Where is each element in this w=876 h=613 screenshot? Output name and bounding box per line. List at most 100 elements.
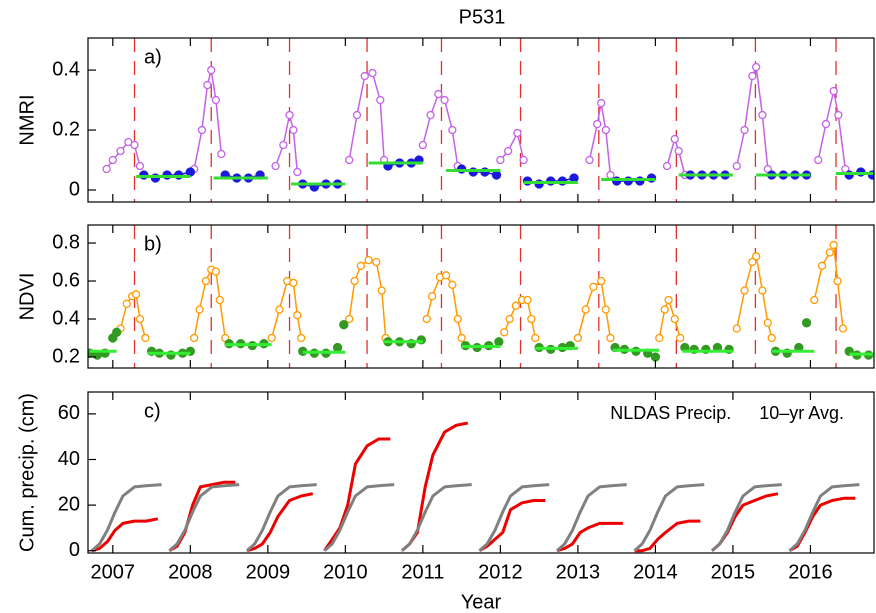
data-point <box>601 125 610 135</box>
plot-area <box>102 38 874 202</box>
data-point <box>350 276 359 286</box>
data-point <box>130 140 139 150</box>
data-point <box>581 305 590 314</box>
data-point <box>596 98 606 108</box>
legend-entry: 10–yr Avg. <box>759 403 844 423</box>
x-tick-label: 2007 <box>91 561 136 583</box>
x-tick-label: 2011 <box>401 561 444 583</box>
data-point <box>289 278 298 288</box>
data-point <box>364 255 373 265</box>
y-tick-label: 0 <box>69 178 80 200</box>
data-point <box>650 352 661 362</box>
panel-label: c) <box>144 400 161 422</box>
data-point <box>332 342 343 353</box>
data-point <box>834 110 843 120</box>
data-point <box>285 110 294 120</box>
y-tick-label: 60 <box>58 402 80 424</box>
data-point <box>185 167 195 177</box>
data-point <box>293 311 302 320</box>
data-point <box>297 333 306 343</box>
data-point <box>589 282 598 291</box>
data-point <box>131 290 141 299</box>
data-point <box>112 327 122 337</box>
data-point <box>135 161 145 171</box>
data-point <box>670 314 679 324</box>
y-axis-label: NMRI <box>16 94 38 145</box>
data-point <box>203 80 212 90</box>
y-tick-label: 40 <box>58 448 80 470</box>
x-tick-label: 2016 <box>788 561 833 583</box>
data-point <box>748 257 757 267</box>
data-point <box>732 324 741 333</box>
data-point <box>573 333 583 343</box>
data-point <box>601 305 610 314</box>
data-point <box>345 155 354 165</box>
data-point <box>293 167 302 177</box>
y-axis-label: NDVI <box>16 273 38 321</box>
data-point <box>596 276 606 286</box>
data-point <box>360 71 369 81</box>
data-point <box>135 314 145 324</box>
data-point <box>676 333 685 343</box>
data-point <box>752 252 761 261</box>
data-point <box>494 337 504 347</box>
data-point <box>448 125 457 135</box>
y-tick-label: 0.8 <box>52 231 80 253</box>
data-point <box>441 271 451 280</box>
data-point <box>758 286 767 295</box>
data-point <box>201 276 210 286</box>
data-point <box>763 318 772 327</box>
series-line <box>119 244 844 339</box>
data-point <box>457 333 466 343</box>
data-point <box>606 170 615 180</box>
data-point <box>758 110 767 120</box>
data-point <box>271 161 280 171</box>
data-point <box>211 95 221 105</box>
x-tick-label: 2008 <box>168 561 213 583</box>
data-point <box>211 267 221 276</box>
data-point <box>838 324 848 333</box>
data-point <box>519 155 528 165</box>
data-point <box>345 314 354 324</box>
data-point <box>368 68 377 78</box>
y-tick-label: 0.4 <box>52 307 80 329</box>
data-point <box>655 333 664 343</box>
data-point <box>513 128 522 138</box>
data-point <box>740 125 749 135</box>
data-point <box>660 305 669 314</box>
data-point <box>190 333 199 343</box>
data-point <box>195 305 204 314</box>
data-point <box>356 261 366 270</box>
data-point <box>821 119 831 129</box>
x-tick-label: 2010 <box>323 561 368 583</box>
data-point <box>505 314 514 324</box>
data-point <box>817 261 827 270</box>
series-line <box>89 340 874 356</box>
data-point <box>748 71 757 81</box>
data-point <box>662 161 672 171</box>
y-axis-label: Cum. precip. (cm) <box>16 393 38 552</box>
plot-frame <box>87 37 875 203</box>
series-line <box>91 421 856 553</box>
data-point <box>377 286 386 295</box>
data-point <box>372 257 381 267</box>
data-point <box>215 295 224 305</box>
data-point <box>569 173 579 183</box>
panel-label: a) <box>144 46 162 68</box>
data-point <box>767 333 776 343</box>
data-point <box>376 95 385 105</box>
y-tick-label: 0.6 <box>52 269 80 291</box>
data-point <box>289 125 298 135</box>
data-point <box>428 292 437 301</box>
data-point <box>674 146 683 156</box>
x-tick-label: 2012 <box>478 561 523 583</box>
x-tick-label: 2015 <box>711 561 756 583</box>
plot-frame <box>87 391 875 554</box>
data-point <box>829 86 838 96</box>
data-point <box>752 62 761 72</box>
data-point <box>352 110 362 120</box>
plot-area <box>88 225 874 368</box>
y-tick-label: 0 <box>69 539 80 561</box>
data-point <box>670 134 679 144</box>
